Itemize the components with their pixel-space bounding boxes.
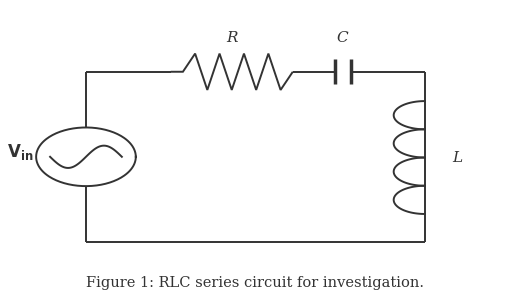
Text: Figure 1: RLC series circuit for investigation.: Figure 1: RLC series circuit for investi… [86, 276, 424, 290]
Text: R: R [226, 31, 237, 45]
Text: L: L [451, 151, 462, 165]
Text: C: C [336, 31, 348, 45]
Text: $\mathbf{V}_{\mathbf{in}}$: $\mathbf{V}_{\mathbf{in}}$ [7, 142, 33, 163]
